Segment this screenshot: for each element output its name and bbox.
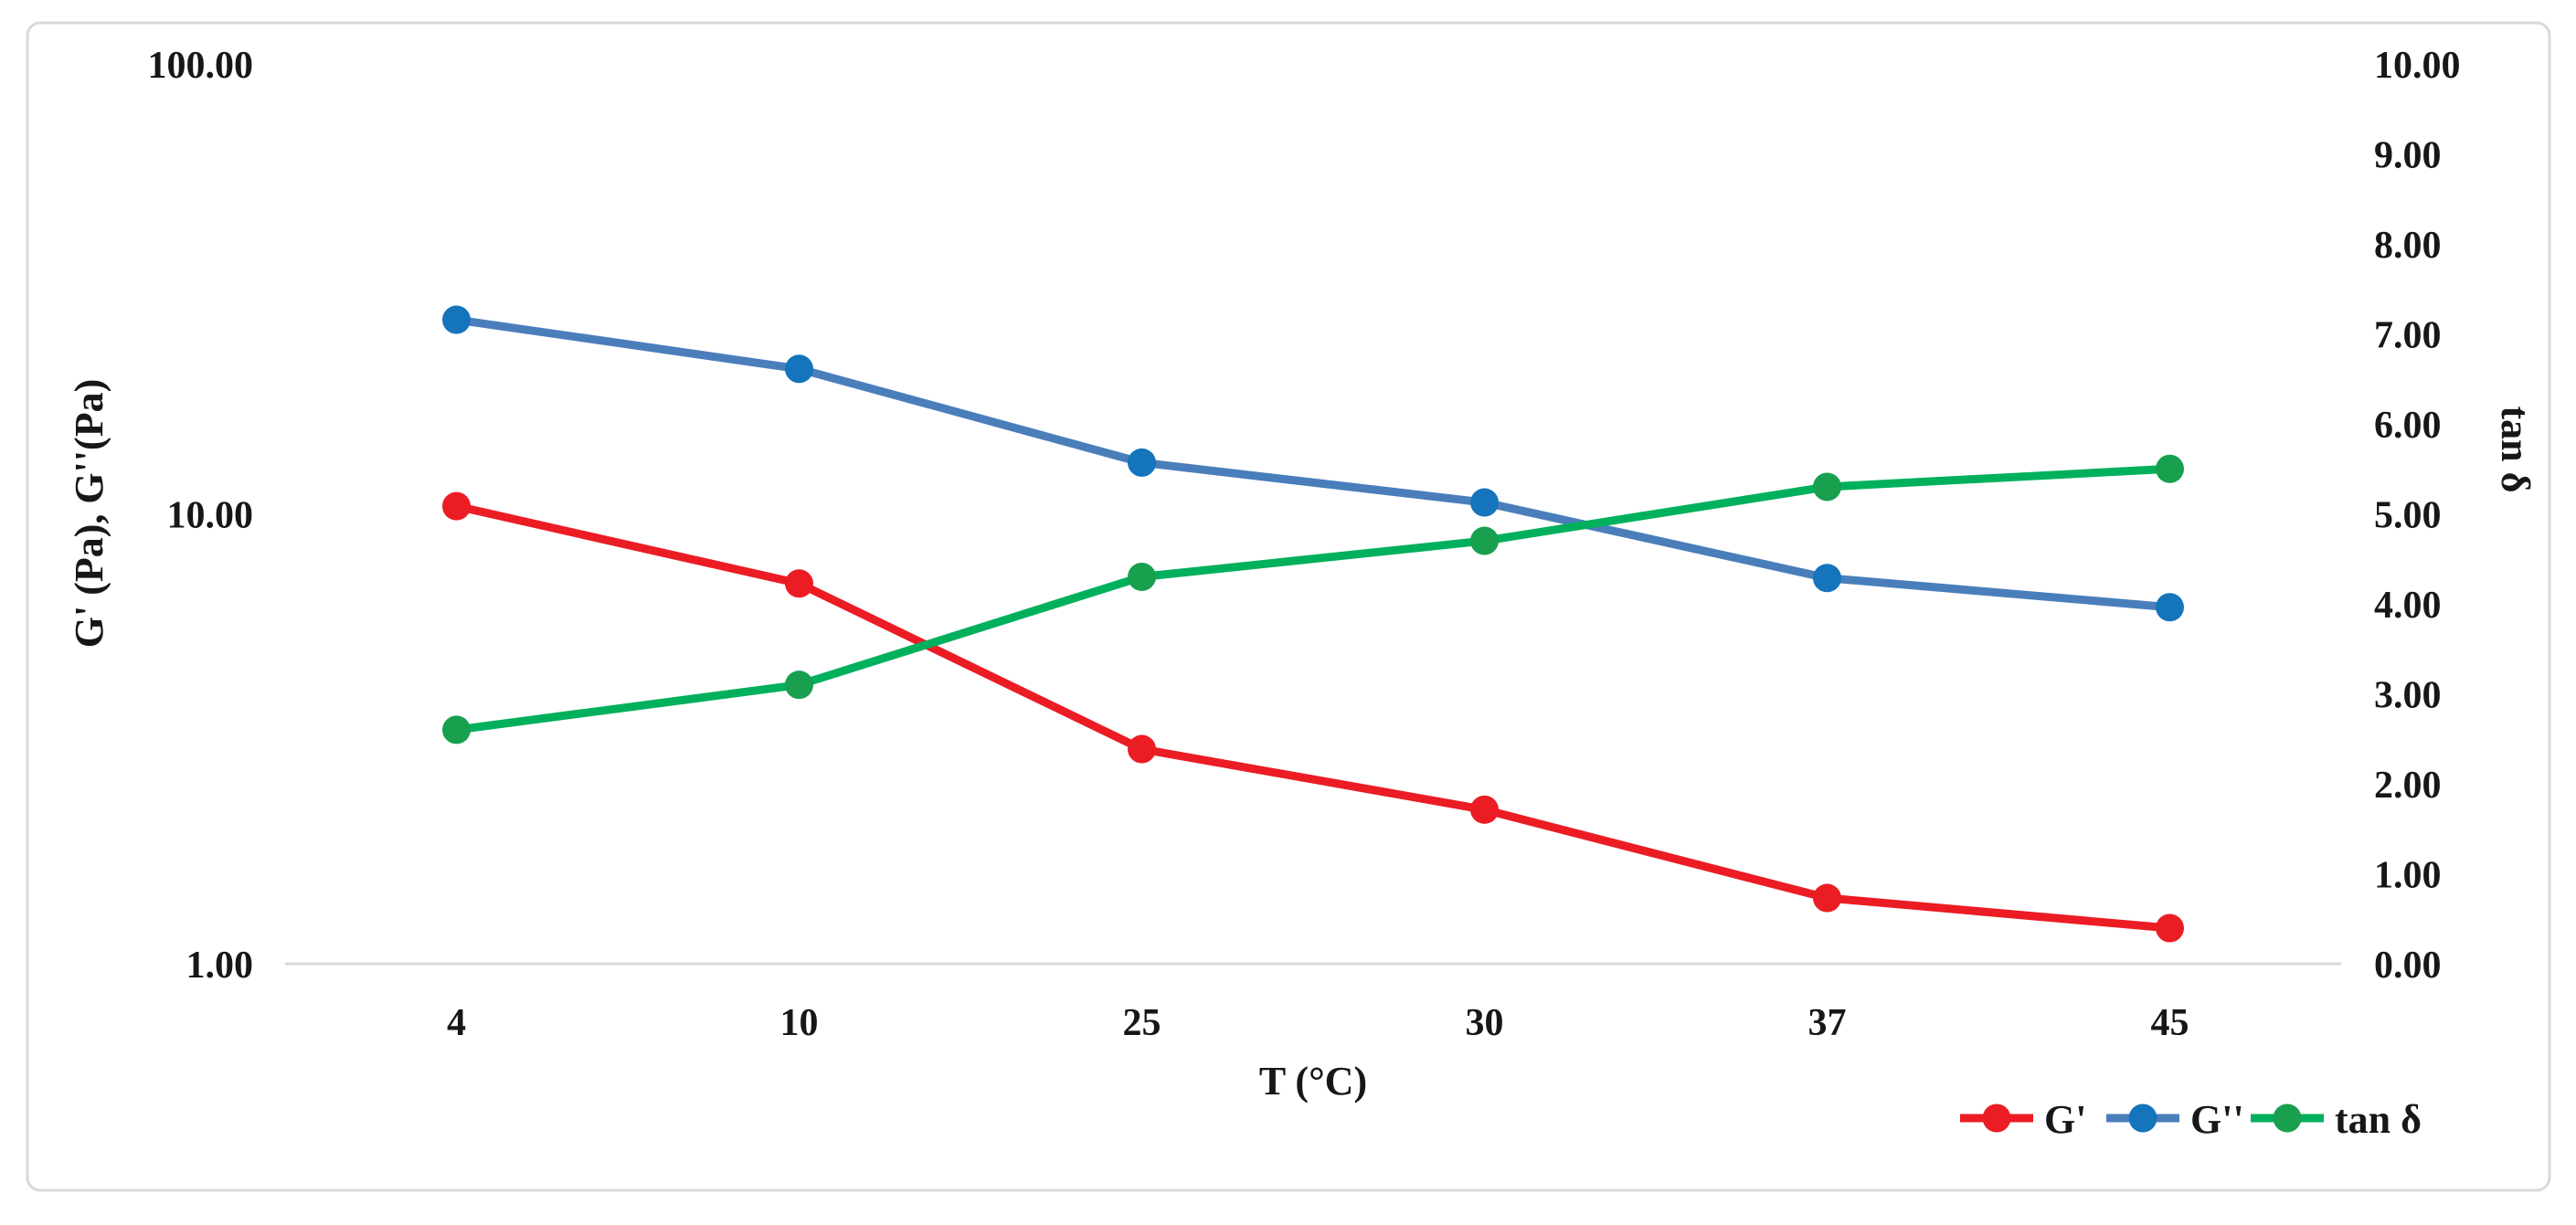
series-line-tan δ xyxy=(452,464,2174,734)
data-point-marker-G' xyxy=(1813,883,1841,913)
data-point-marker-G'' xyxy=(785,354,813,384)
right-axis-tick-label: 4.00 xyxy=(2374,585,2442,627)
data-point-marker-G'' xyxy=(2156,593,2184,622)
x-axis-tick-label: 25 xyxy=(1123,1002,1161,1044)
data-point-marker-tan δ xyxy=(442,715,471,745)
legend-item-G'': G'' xyxy=(2106,1097,2244,1142)
data-point-marker-tan δ xyxy=(785,671,813,700)
x-axis-tick-label: 4 xyxy=(447,1002,466,1044)
legend-marker-dot xyxy=(2128,1104,2157,1133)
series-line-G'' xyxy=(452,315,2174,612)
data-point-marker-G' xyxy=(1128,734,1156,764)
right-axis-tick-label: 3.00 xyxy=(2374,675,2442,717)
right-axis-tick-label: 6.00 xyxy=(2374,405,2442,447)
data-point-marker-G' xyxy=(1470,795,1499,824)
legend-label: tan δ xyxy=(2335,1097,2422,1142)
right-axis-title: tan δ xyxy=(2493,407,2538,493)
legend-marker-dot xyxy=(2273,1104,2302,1133)
series-line-G' xyxy=(452,502,2174,933)
right-axis-tick-label: 7.00 xyxy=(2374,315,2442,357)
left-axis-ticks: 1.00 10.00 100.00 xyxy=(148,45,254,987)
data-point-marker-tan δ xyxy=(1470,526,1499,555)
x-axis-tick-label: 30 xyxy=(1466,1002,1504,1044)
data-point-marker-G' xyxy=(442,491,471,521)
left-axis-tick-label: 1.00 xyxy=(186,945,254,987)
data-point-marker-G'' xyxy=(1470,488,1499,517)
legend: G' G'' tan δ xyxy=(1960,1097,2422,1142)
right-axis-tick-label: 2.00 xyxy=(2374,765,2442,807)
data-point-marker-G'' xyxy=(1813,564,1841,593)
legend-marker-dot xyxy=(1982,1104,2011,1133)
data-point-marker-tan δ xyxy=(1813,472,1841,502)
x-axis-title: T (°C) xyxy=(1259,1059,1367,1104)
right-axis-tick-label: 8.00 xyxy=(2374,225,2442,267)
x-axis-tick-label: 45 xyxy=(2151,1002,2189,1044)
x-axis-ticks: 4 10 25 30 37 45 xyxy=(447,1002,2189,1044)
left-axis-tick-label: 10.00 xyxy=(167,495,254,537)
left-axis-title: G' (Pa), G''(Pa) xyxy=(67,379,111,649)
legend-item-tan δ: tan δ xyxy=(2251,1097,2422,1142)
data-point-marker-G' xyxy=(785,569,813,598)
figure-border xyxy=(26,21,2551,1192)
x-axis-tick-label: 10 xyxy=(780,1002,819,1044)
right-axis-tick-label: 9.00 xyxy=(2374,135,2442,177)
right-axis-tick-label: 1.00 xyxy=(2374,855,2442,897)
legend-label: G' xyxy=(2044,1097,2086,1142)
right-axis-tick-label: 5.00 xyxy=(2374,495,2442,537)
legend-item-G': G' xyxy=(1960,1097,2086,1142)
data-point-marker-G' xyxy=(2156,913,2184,943)
data-point-marker-G'' xyxy=(1128,448,1156,477)
right-axis-tick-label: 10.00 xyxy=(2374,45,2461,87)
legend-label: G'' xyxy=(2190,1097,2244,1142)
data-point-marker-tan δ xyxy=(2156,454,2184,483)
data-point-marker-G'' xyxy=(442,305,471,334)
x-axis-tick-label: 37 xyxy=(1808,1002,1847,1044)
right-axis-tick-label: 0.00 xyxy=(2374,945,2442,987)
right-axis-ticks: 0.00 1.00 2.00 3.00 4.00 5.00 6.00 7.00 8.00 9.00… xyxy=(2374,45,2461,987)
left-axis-tick-label: 100.00 xyxy=(148,45,254,87)
data-point-marker-tan δ xyxy=(1128,562,1156,591)
